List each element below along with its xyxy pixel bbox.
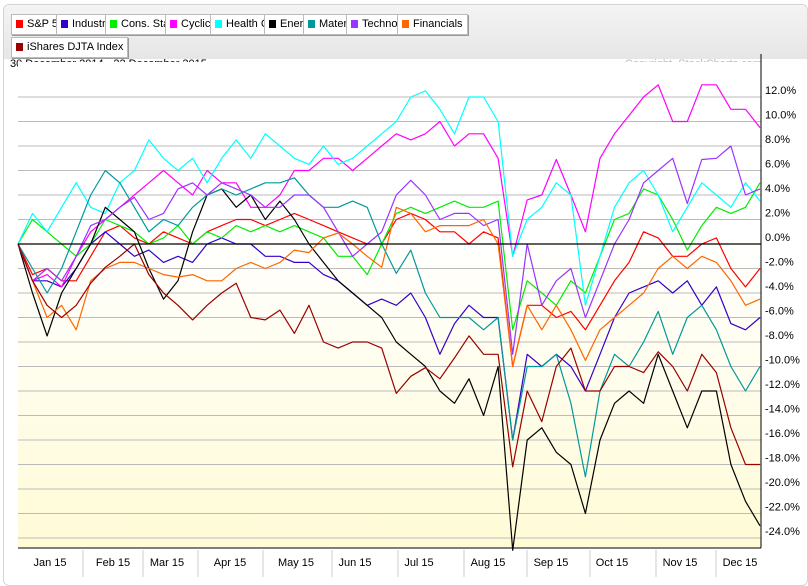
- color-swatch-icon: [61, 20, 68, 28]
- y-tick-label: -12.0%: [765, 379, 800, 391]
- x-tick-label: May 15: [278, 557, 314, 569]
- series-line-financials: [17, 206, 761, 368]
- y-tick-label: -6.0%: [765, 306, 794, 318]
- y-tick-label: 2.0%: [765, 208, 790, 220]
- y-tick-label: -2.0%: [765, 257, 794, 269]
- x-tick-label: Mar 15: [150, 557, 184, 569]
- x-tick-label: Oct 15: [596, 557, 628, 569]
- y-tick-label: 6.0%: [765, 159, 790, 171]
- color-swatch-icon: [308, 20, 315, 28]
- series-line-ishares-djta-index: [17, 243, 760, 468]
- color-swatch-icon: [269, 20, 276, 28]
- series-line-technology: [17, 145, 761, 355]
- x-tick-label: Aug 15: [471, 557, 506, 569]
- y-tick-label: -16.0%: [765, 428, 800, 440]
- y-tick-label: -20.0%: [765, 477, 800, 489]
- y-tick-label: -10.0%: [765, 355, 800, 367]
- y-tick-label: -14.0%: [765, 404, 800, 416]
- x-tick-label: Jun 15: [338, 557, 371, 569]
- series-line-health-care: [17, 90, 761, 306]
- series-line-industrials: [17, 231, 761, 441]
- color-swatch-icon: [351, 20, 358, 28]
- series-line-energy: [17, 188, 761, 551]
- color-swatch-icon: [402, 20, 409, 28]
- x-tick-label: Apr 15: [214, 557, 246, 569]
- legend-bar: S&P 500 Industrials Cons. Staples Cyclicals…: [4, 5, 807, 59]
- legend-item[interactable]: Financials: [397, 14, 468, 35]
- legend-label: iShares DJTA Index: [27, 41, 124, 53]
- y-tick-label: 12.0%: [765, 85, 796, 97]
- y-tick-label: -22.0%: [765, 502, 800, 514]
- color-swatch-icon: [170, 20, 177, 28]
- y-tick-label: 0.0%: [765, 232, 790, 244]
- y-tick-label: -18.0%: [765, 453, 800, 465]
- y-tick-label: 10.0%: [765, 110, 796, 122]
- legend-label: Financials: [413, 18, 463, 30]
- color-swatch-icon: [16, 43, 23, 51]
- x-tick-label: Dec 15: [723, 557, 758, 569]
- series-line-s-p-500: [17, 212, 761, 368]
- x-tick-label: Jan 15: [33, 557, 66, 569]
- x-tick-label: Nov 15: [663, 557, 698, 569]
- y-tick-label: -8.0%: [765, 330, 794, 342]
- color-swatch-icon: [110, 20, 117, 28]
- series-line-cyclicals: [17, 84, 761, 288]
- y-tick-label: -24.0%: [765, 526, 800, 538]
- legend-item[interactable]: iShares DJTA Index: [11, 37, 129, 58]
- y-tick-label: 8.0%: [765, 134, 790, 146]
- x-tick-label: Jul 15: [404, 557, 433, 569]
- x-tick-label: Feb 15: [96, 557, 130, 569]
- plot-background: [18, 62, 761, 548]
- color-swatch-icon: [16, 20, 23, 28]
- y-tick-label: 4.0%: [765, 183, 790, 195]
- color-swatch-icon: [215, 20, 222, 28]
- series-line-materials: [17, 169, 761, 478]
- x-tick-label: Sep 15: [534, 557, 569, 569]
- y-tick-label: -4.0%: [765, 281, 794, 293]
